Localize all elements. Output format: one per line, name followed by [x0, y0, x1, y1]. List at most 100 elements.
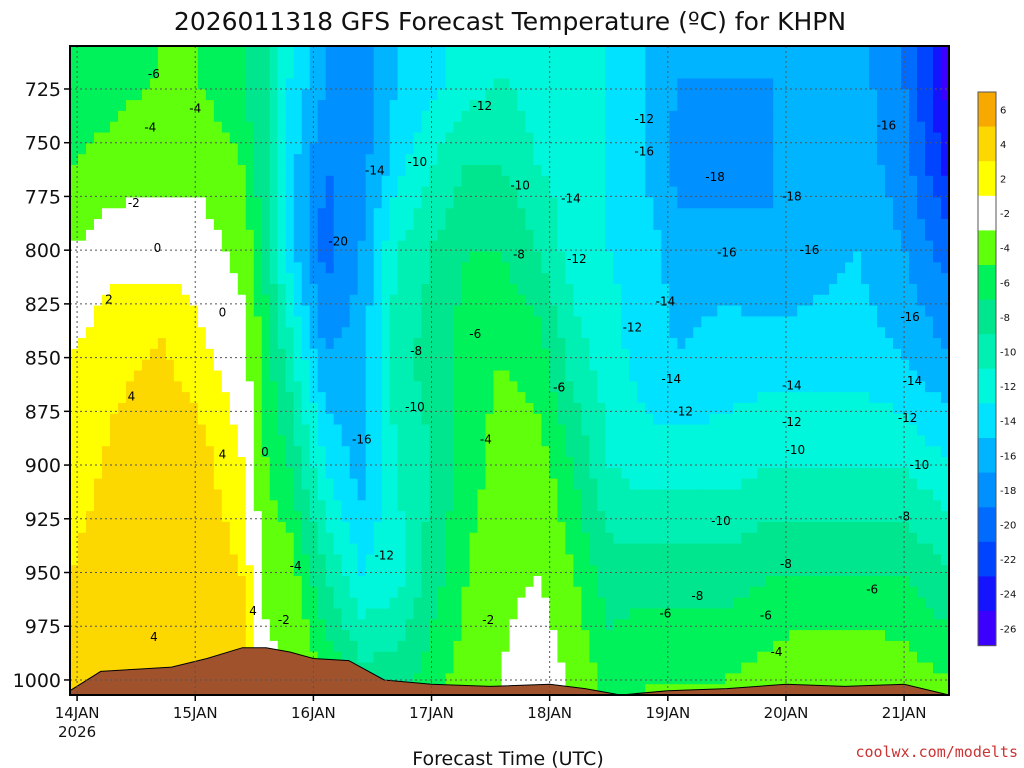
temperature-cell — [253, 511, 263, 523]
temperature-cell — [173, 500, 183, 512]
temperature-cell — [189, 143, 199, 155]
temperature-cell — [381, 316, 391, 328]
temperature-cell — [285, 370, 295, 382]
temperature-cell — [181, 435, 191, 447]
temperature-cell — [453, 251, 463, 263]
temperature-cell — [413, 446, 423, 458]
temperature-cell — [477, 413, 487, 426]
temperature-cell — [661, 305, 670, 318]
temperature-cell — [261, 500, 271, 512]
temperature-cell — [405, 78, 415, 90]
temperature-cell — [165, 186, 175, 199]
temperature-cell — [277, 348, 287, 361]
temperature-cell — [285, 467, 295, 480]
temperature-cell — [501, 630, 511, 642]
temperature-cell — [381, 78, 391, 90]
temperature-cell — [109, 392, 119, 404]
temperature-cell — [629, 229, 638, 242]
temperature-cell — [341, 154, 351, 166]
temperature-cell — [421, 370, 431, 382]
temperature-cell — [597, 457, 606, 469]
temperature-cell — [397, 197, 407, 209]
temperature-cell — [165, 467, 175, 480]
temperature-cell — [277, 262, 287, 274]
temperature-cell — [197, 143, 207, 155]
temperature-cell — [165, 154, 175, 166]
temperature-cell — [261, 457, 271, 469]
temperature-cell — [70, 489, 79, 501]
temperature-cell — [629, 56, 638, 69]
temperature-cell — [381, 283, 391, 296]
temperature-cell — [437, 78, 447, 90]
temperature-cell — [637, 110, 646, 123]
temperature-cell — [285, 402, 295, 415]
temperature-cell — [501, 576, 511, 588]
temperature-cell — [701, 521, 710, 534]
temperature-cell — [669, 67, 678, 80]
temperature-cell — [637, 359, 646, 372]
temperature-cell — [173, 294, 183, 307]
temperature-cell — [477, 294, 487, 307]
temperature-cell — [93, 392, 103, 404]
temperature-cell — [685, 370, 694, 382]
temperature-cell — [397, 381, 407, 393]
temperature-cell — [309, 197, 319, 209]
temperature-cell — [677, 348, 686, 361]
temperature-cell — [541, 100, 551, 112]
temperature-cell — [701, 392, 710, 404]
temperature-cell — [445, 565, 455, 577]
temperature-cell — [389, 630, 399, 642]
temperature-cell — [645, 348, 654, 361]
temperature-cell — [125, 164, 135, 177]
temperature-cell — [253, 640, 263, 653]
temperature-cell — [677, 219, 686, 231]
temperature-cell — [469, 208, 479, 220]
temperature-cell — [181, 110, 191, 123]
temperature-cell — [597, 640, 606, 653]
temperature-cell — [485, 597, 495, 610]
temperature-cell — [637, 576, 646, 588]
temperature-cell — [661, 121, 670, 134]
temperature-cell — [613, 651, 622, 664]
temperature-cell — [653, 132, 662, 144]
temperature-cell — [301, 489, 311, 501]
temperature-cell — [645, 219, 654, 231]
temperature-cell — [245, 305, 255, 318]
temperature-cell — [85, 89, 95, 101]
temperature-cell — [309, 413, 319, 426]
temperature-cell — [517, 413, 527, 426]
temperature-cell — [333, 478, 343, 491]
temperature-cell — [189, 402, 199, 415]
temperature-cell — [621, 186, 630, 199]
temperature-cell — [533, 186, 543, 199]
temperature-cell — [157, 543, 167, 555]
temperature-cell — [629, 186, 638, 199]
temperature-cell — [429, 46, 439, 58]
temperature-cell — [509, 208, 519, 220]
temperature-cell — [317, 154, 327, 166]
temperature-cell — [277, 435, 287, 447]
temperature-cell — [677, 240, 686, 253]
temperature-cell — [589, 576, 598, 588]
temperature-cell — [645, 273, 654, 285]
temperature-cell — [597, 283, 606, 296]
temperature-cell — [645, 511, 654, 523]
temperature-cell — [261, 251, 271, 263]
temperature-cell — [221, 543, 231, 555]
temperature-cell — [469, 229, 479, 242]
temperature-cell — [597, 46, 606, 58]
temperature-cell — [701, 478, 710, 491]
temperature-cell — [197, 554, 207, 566]
temperature-cell — [405, 197, 415, 209]
temperature-cell — [413, 46, 423, 58]
temperature-cell — [549, 478, 559, 491]
temperature-cell — [149, 338, 159, 350]
temperature-cell — [565, 467, 575, 480]
temperature-cell — [557, 89, 567, 101]
temperature-cell — [349, 413, 359, 426]
temperature-cell — [205, 219, 215, 231]
temperature-cell — [549, 576, 559, 588]
temperature-cell — [213, 305, 223, 318]
temperature-cell — [261, 586, 271, 599]
temperature-cell — [349, 381, 359, 393]
